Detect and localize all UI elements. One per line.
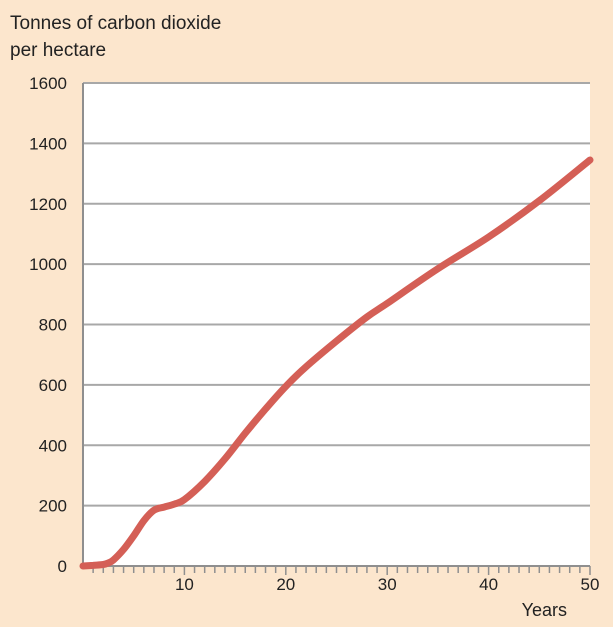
x-tick-labels: 10 20 30 40 50 [175, 575, 600, 594]
y-tick-label-1200: 1200 [29, 195, 67, 214]
y-tick-label-800: 800 [39, 316, 67, 335]
y-tick-label-1600: 1600 [29, 74, 67, 93]
x-tick-label-20: 20 [276, 575, 295, 594]
y-tick-label-200: 200 [39, 497, 67, 516]
x-tick-label-30: 30 [378, 575, 397, 594]
x-tick-label-40: 40 [479, 575, 498, 594]
y-tick-label-1000: 1000 [29, 255, 67, 274]
y-tick-label-0: 0 [58, 557, 67, 576]
y-tick-labels: 0 200 400 600 800 1000 1200 1400 1600 [29, 74, 67, 576]
y-axis-title-line-2: per hectare [10, 40, 106, 61]
x-tick-label-50: 50 [581, 575, 600, 594]
x-ticks [92, 566, 591, 575]
y-tick-label-600: 600 [39, 376, 67, 395]
x-tick-label-10: 10 [175, 575, 194, 594]
x-axis-title: Years [522, 600, 567, 620]
y-axis-title-line-1: Tonnes of carbon dioxide [10, 13, 221, 34]
series-line [79, 156, 594, 570]
y-tick-label-1400: 1400 [29, 134, 67, 153]
y-tick-label-400: 400 [39, 436, 67, 455]
